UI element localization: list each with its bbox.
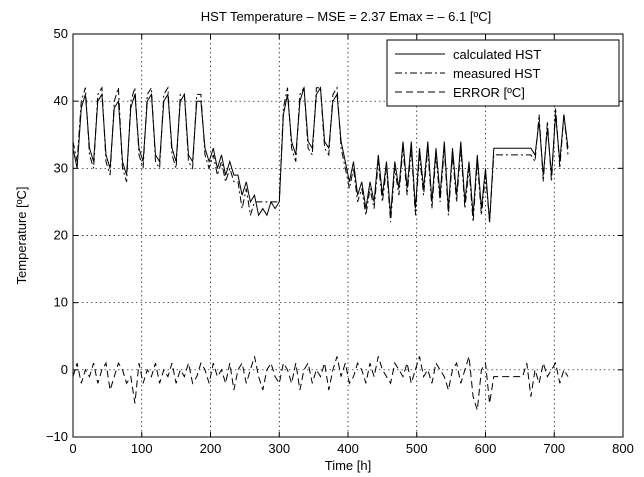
x-tick-label: 500: [406, 441, 428, 456]
y-tick-label: 50: [54, 26, 68, 41]
y-tick-label: 30: [54, 160, 68, 175]
x-tick-label: 400: [337, 441, 359, 456]
x-tick-label: 200: [200, 441, 222, 456]
series-layer: [72, 86, 569, 411]
y-tick-label: −10: [46, 429, 68, 444]
legend-label: measured HST: [453, 66, 540, 81]
x-tick-label: 300: [268, 441, 290, 456]
chart-title: HST Temperature – MSE = 2.37 Emax = – 6.…: [201, 9, 491, 24]
x-tick-label: 700: [543, 441, 565, 456]
series-line-1: [72, 86, 569, 223]
x-tick-label: 0: [69, 441, 76, 456]
x-axis-title: Time [h]: [325, 458, 371, 473]
series-line-2: [72, 356, 569, 411]
series-line-0: [72, 86, 569, 223]
y-tick-label: 10: [54, 295, 68, 310]
y-tick-label: 0: [61, 362, 68, 377]
y-tick-label: 40: [54, 93, 68, 108]
legend-label: calculated HST: [453, 47, 541, 62]
grid-lines: [73, 34, 623, 437]
y-tick-label: 20: [54, 228, 68, 243]
x-tick-label: 100: [131, 441, 153, 456]
y-axis-title: Temperature [ºC]: [14, 187, 29, 285]
x-tick-label: 600: [475, 441, 497, 456]
legend-label: ERROR [ºC]: [453, 85, 525, 100]
x-tick-label: 800: [612, 441, 634, 456]
axis-ticks: [72, 33, 624, 438]
legend: calculated HST measured HST ERROR [ºC]: [386, 39, 620, 107]
